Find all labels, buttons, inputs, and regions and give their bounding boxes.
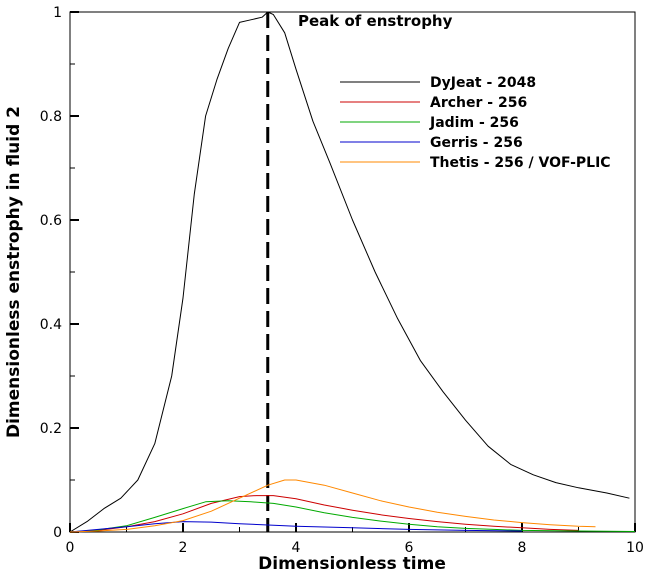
series-line — [69, 479, 596, 533]
legend-label: Jadim - 256 — [429, 115, 519, 131]
x-tick-label: 6 — [405, 540, 414, 556]
legend-item: Archer - 256 — [340, 95, 527, 111]
y-tick-label: 0.8 — [40, 109, 62, 125]
series-line — [69, 495, 579, 533]
legend-label: DyJeat - 2048 — [430, 75, 536, 91]
legend: DyJeat - 2048 Archer - 256 Jadim - 256 G… — [340, 75, 611, 171]
legend-item: Jadim - 256 — [340, 115, 519, 131]
x-axis-title: Dimensionless time — [258, 554, 446, 574]
x-tick-label: 8 — [518, 540, 527, 556]
plot-area: 0 2 4 6 8 10 0 0.2 0.4 0.6 0.8 1 — [40, 5, 644, 556]
plot-frame — [69, 11, 636, 533]
legend-label: Gerris - 256 — [430, 135, 523, 151]
legend-item: Gerris - 256 — [340, 135, 523, 151]
peak-annotation-label: Peak of enstrophy — [298, 12, 453, 30]
x-tick-label: 2 — [179, 540, 188, 556]
y-tick-label: 0 — [53, 525, 62, 541]
series-line — [69, 521, 523, 533]
y-tick-label: 0.6 — [40, 213, 62, 229]
legend-label: Archer - 256 — [430, 95, 527, 111]
x-tick-label: 0 — [66, 540, 75, 556]
y-tick-label: 0.4 — [40, 317, 62, 333]
y-tick-label: 1 — [53, 5, 62, 21]
x-tick-label: 4 — [292, 540, 301, 556]
series-line — [69, 500, 636, 533]
y-tick-label: 0.2 — [40, 421, 62, 437]
legend-item: Thetis - 256 / VOF-PLIC — [340, 155, 611, 171]
legend-label: Thetis - 256 / VOF-PLIC — [430, 155, 611, 171]
y-axis-title: Dimensionless enstrophy in fluid 2 — [4, 106, 24, 438]
legend-item: DyJeat - 2048 — [340, 75, 536, 91]
x-tick-label: 10 — [626, 540, 644, 556]
series-line — [69, 11, 630, 533]
